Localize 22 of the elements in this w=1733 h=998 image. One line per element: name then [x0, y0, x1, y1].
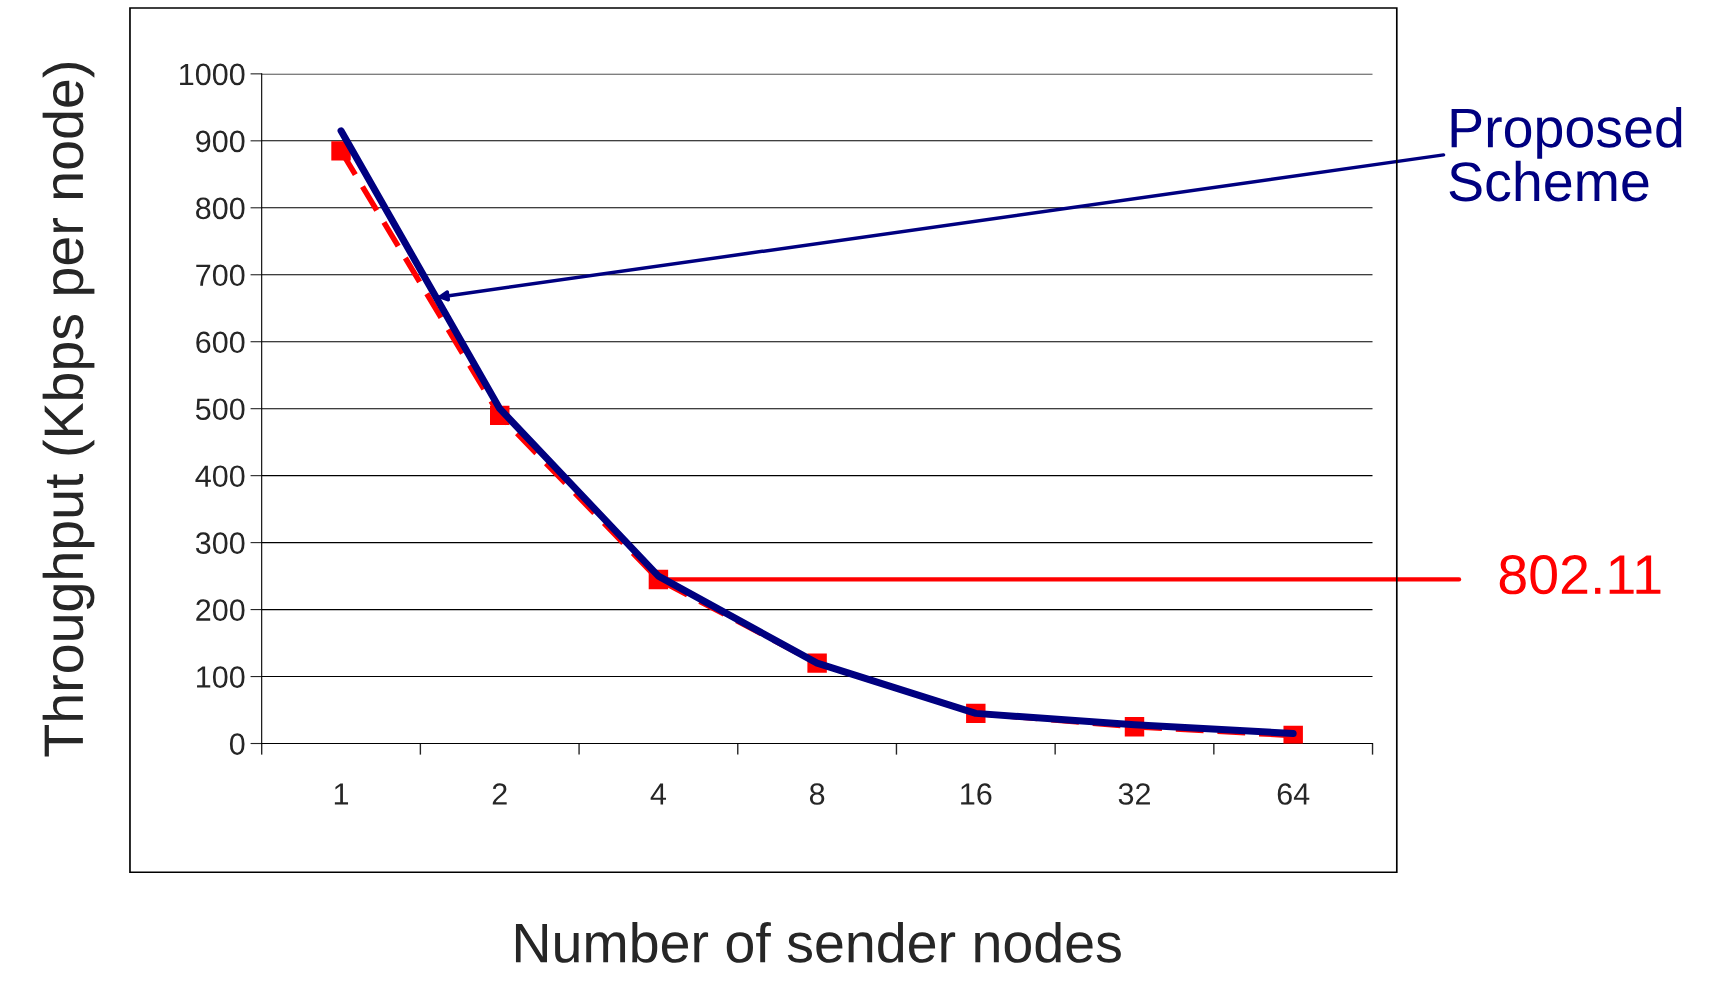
y-tick-label: 900 — [196, 130, 245, 153]
x-tick-label: 4 — [650, 783, 667, 805]
x-tick-label: 2 — [492, 783, 507, 805]
text: Proposed Scheme — [1449, 106, 1682, 202]
x-tick-label: 16 — [961, 783, 992, 805]
x-tick-label: 64 — [1277, 783, 1310, 805]
y-tick-label: 1000 — [180, 63, 245, 86]
x-axis-title: Number of sender nodes — [515, 921, 1121, 963]
y-tick-label: 500 — [195, 398, 245, 421]
y-tick-label: 600 — [196, 331, 245, 354]
x-tick-label: 32 — [1118, 783, 1150, 805]
text: 802.11 — [1499, 555, 1661, 595]
y-tick-label: 800 — [196, 197, 245, 220]
y-axis-title: Throughput (Kbps per node) — [42, 63, 95, 757]
x-tick-label: 8 — [809, 783, 825, 805]
y-tick-label: 400 — [195, 465, 245, 488]
y-tick-label: 700 — [196, 264, 245, 287]
y-tick-label: 300 — [195, 532, 245, 554]
y-tick-label: 100 — [197, 666, 245, 688]
x-tick-label: 1 — [334, 783, 349, 805]
y-tick-label: 200 — [196, 599, 245, 621]
y-tick-label: 0 — [229, 733, 245, 755]
